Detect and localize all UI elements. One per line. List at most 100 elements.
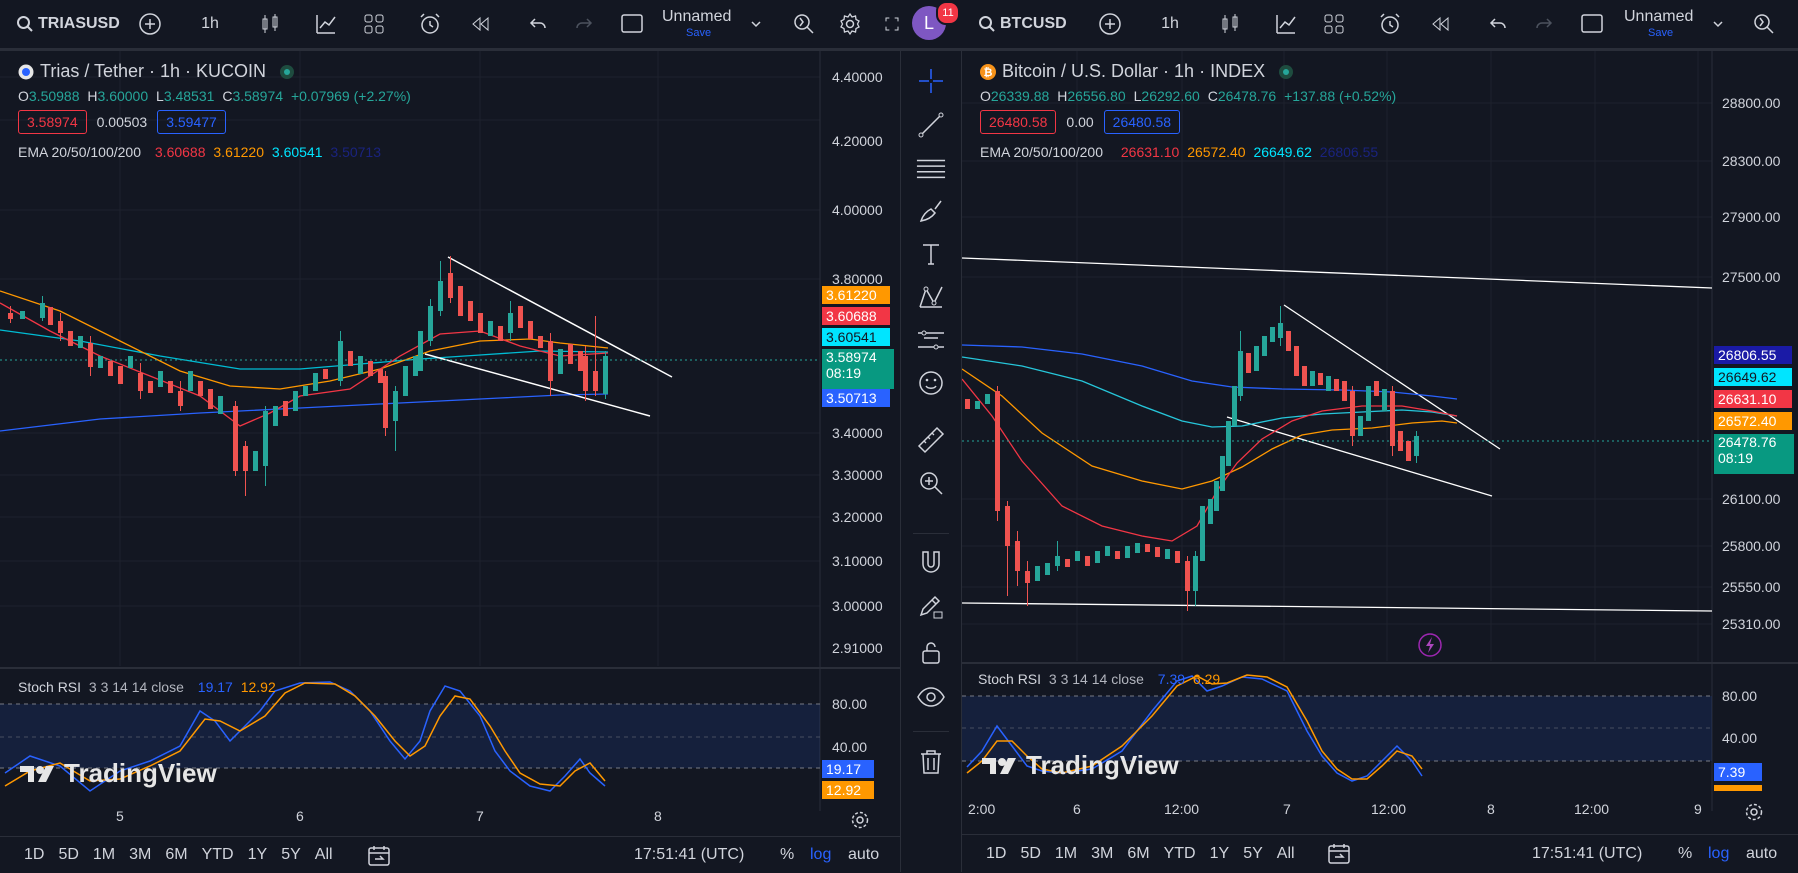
range-5d-button[interactable]: 5D — [58, 846, 79, 863]
channel-top-line[interactable] — [962, 257, 1713, 289]
quick-search-button[interactable] — [1750, 10, 1778, 38]
time-tick: 2:00 — [968, 801, 996, 817]
wedge-lower-line[interactable] — [1226, 416, 1493, 497]
brush-tool[interactable] — [916, 196, 946, 226]
compare-button[interactable] — [1096, 10, 1124, 38]
undo-button[interactable] — [1484, 10, 1512, 38]
hide-drawings-tool[interactable] — [916, 682, 946, 712]
fib-tool[interactable] — [916, 153, 946, 183]
buy-button[interactable]: 3.59477 — [157, 110, 226, 134]
fullscreen-button[interactable] — [884, 10, 900, 38]
indicators-button[interactable] — [1272, 10, 1300, 38]
range-1d-button[interactable]: 1D — [986, 845, 1007, 862]
templates-button[interactable] — [1320, 10, 1348, 38]
remove-drawings-tool[interactable] — [916, 747, 946, 777]
sell-button[interactable]: 3.58974 — [18, 110, 87, 134]
symbol-title[interactable]: Bitcoin / U.S. Dollar · 1h · INDEX — [1002, 61, 1266, 81]
range-all-button[interactable]: All — [314, 846, 333, 863]
range-5y-button[interactable]: 5Y — [281, 846, 301, 863]
lightning-marker[interactable] — [1418, 633, 1442, 657]
channel-bottom-line[interactable] — [962, 602, 1713, 612]
range-6m-button[interactable]: 6M — [165, 846, 188, 863]
auto-toggle[interactable]: auto — [848, 846, 880, 863]
left-chart-panel[interactable]: Trias / Tether · 1h · KUCOIN O3.50988 H3… — [0, 51, 900, 836]
quick-search-button[interactable] — [790, 10, 818, 38]
ema200-line — [0, 393, 609, 432]
interval-button[interactable]: 1h — [1161, 15, 1179, 32]
lock-drawings-tool[interactable] — [916, 637, 946, 667]
undo-button[interactable] — [524, 10, 552, 38]
chevron-down-icon — [751, 21, 761, 28]
time-tick: 12:00 — [1164, 801, 1200, 817]
range-ytd-button[interactable]: YTD — [201, 846, 234, 863]
wedge-upper-line[interactable] — [1283, 304, 1501, 450]
range-all-button[interactable]: All — [1276, 845, 1295, 862]
settings-button[interactable] — [836, 10, 864, 38]
stay-in-drawing-tool[interactable] — [916, 592, 946, 622]
crosshair-tool[interactable] — [916, 66, 946, 96]
replay-button[interactable] — [1426, 10, 1454, 38]
magnet-tool[interactable] — [916, 547, 946, 577]
ema-legend[interactable]: EMA 20/50/100/200 3.60688 3.61220 3.6054… — [18, 144, 718, 160]
replay-button[interactable] — [466, 10, 494, 38]
redo-button[interactable] — [570, 10, 598, 38]
chart-type-button[interactable] — [1216, 10, 1244, 38]
time-tick: 6 — [296, 808, 304, 824]
log-toggle[interactable]: log — [810, 846, 832, 863]
symbol-search-button[interactable]: BTCUSD — [978, 12, 1067, 36]
range-1y-button[interactable]: 1Y — [247, 846, 268, 863]
right-chart-canvas[interactable] — [962, 51, 1798, 836]
symbol-search-button[interactable]: TRIASUSD — [16, 12, 120, 36]
range-1y-button[interactable]: 1Y — [1209, 845, 1230, 862]
range-3m-button[interactable]: 3M — [1091, 845, 1114, 862]
percent-toggle[interactable]: % — [780, 846, 795, 863]
layout-select-button[interactable]: Unnamed Save — [618, 8, 768, 40]
symbol-title[interactable]: Trias / Tether · 1h · KUCOIN — [40, 61, 267, 81]
range-5y-button[interactable]: 5Y — [1243, 845, 1263, 862]
axis-settings-icon[interactable] — [850, 810, 870, 830]
templates-button[interactable] — [360, 10, 388, 38]
tradingview-watermark[interactable]: TradingView — [20, 758, 217, 789]
trendline-upper[interactable] — [447, 256, 673, 378]
stoch-legend[interactable]: Stoch RSI 3 3 14 14 close 19.17 12.92 — [18, 679, 276, 695]
ruler-tool[interactable] — [916, 425, 946, 455]
redo-button[interactable] — [1530, 10, 1558, 38]
buy-button[interactable]: 26480.58 — [1103, 110, 1181, 134]
sell-button[interactable]: 26480.58 — [980, 110, 1057, 134]
text-tool[interactable] — [916, 239, 946, 269]
forecast-tool[interactable] — [916, 325, 946, 355]
left-chart-canvas[interactable] — [0, 51, 900, 836]
ema-legend[interactable]: EMA 20/50/100/200 26631.10 26572.40 2664… — [980, 144, 1680, 160]
right-chart-panel[interactable]: ₿ Bitcoin / U.S. Dollar · 1h · INDEX O26… — [962, 51, 1798, 836]
range-1m-button[interactable]: 1M — [92, 846, 116, 863]
tradingview-watermark[interactable]: TradingView — [982, 750, 1179, 781]
trendline-lower[interactable] — [424, 353, 651, 417]
range-3m-button[interactable]: 3M — [129, 846, 152, 863]
stoch-legend[interactable]: Stoch RSI 3 3 14 14 close 7.39 6.29 — [978, 671, 1220, 687]
trendline-tool[interactable] — [916, 110, 946, 140]
chart-type-button[interactable] — [256, 10, 284, 38]
interval-button[interactable]: 1h — [201, 15, 219, 32]
goto-date-icon[interactable] — [1326, 843, 1352, 865]
compare-button[interactable] — [136, 10, 164, 38]
alert-button[interactable] — [416, 10, 444, 38]
goto-date-icon[interactable] — [366, 845, 392, 867]
range-6m-button[interactable]: 6M — [1127, 845, 1150, 862]
auto-toggle[interactable]: auto — [1746, 845, 1778, 862]
range-1d-button[interactable]: 1D — [24, 846, 45, 863]
utc-clock[interactable]: 17:51:41 (UTC) — [634, 846, 745, 863]
zoom-tool[interactable] — [916, 468, 946, 498]
layout-select-button[interactable]: Unnamed Save — [1578, 8, 1728, 40]
emoji-tool[interactable] — [916, 368, 946, 398]
utc-clock[interactable]: 17:51:41 (UTC) — [1532, 845, 1643, 862]
indicators-button[interactable] — [312, 10, 340, 38]
range-ytd-button[interactable]: YTD — [1163, 845, 1196, 862]
range-5d-button[interactable]: 5D — [1020, 845, 1041, 862]
axis-settings-icon[interactable] — [1744, 802, 1764, 822]
log-toggle[interactable]: log — [1708, 845, 1730, 862]
pattern-tool[interactable] — [916, 282, 946, 312]
change-value: +137.88 (+0.52%) — [1284, 88, 1397, 104]
alert-button[interactable] — [1376, 10, 1404, 38]
range-1m-button[interactable]: 1M — [1054, 845, 1078, 862]
percent-toggle[interactable]: % — [1678, 845, 1693, 862]
